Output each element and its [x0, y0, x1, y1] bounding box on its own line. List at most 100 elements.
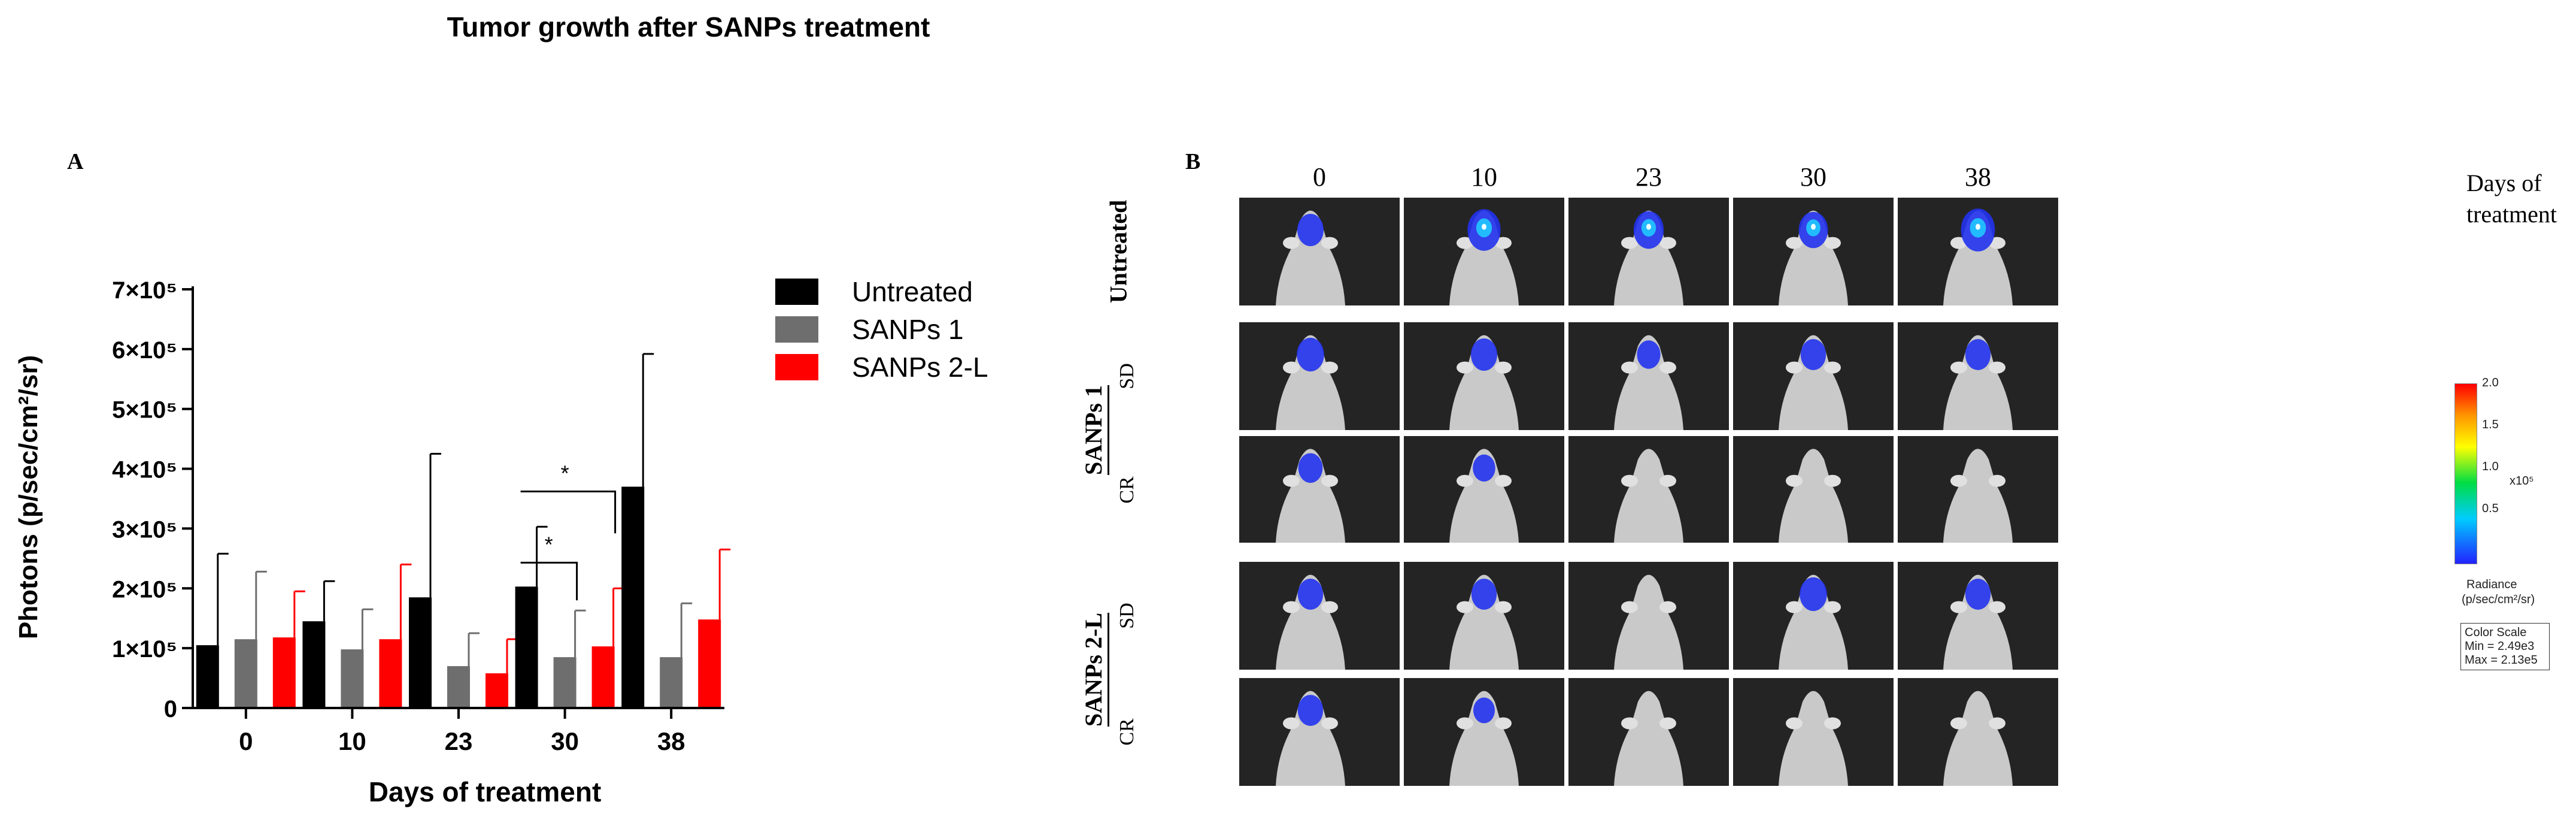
mouse-ear [1321, 361, 1338, 374]
mouse-ear [1950, 717, 1967, 730]
column-label: 23 [1636, 162, 1662, 192]
mouse-body [1614, 335, 1683, 430]
color-scale-unit-2: (p/sec/cm²/sr) [2462, 593, 2535, 606]
mouse-ear [1495, 361, 1512, 374]
mouse-image [1614, 449, 1683, 543]
legend-item: Untreated [775, 273, 988, 310]
legend-swatch [775, 316, 818, 343]
mouse-body [1449, 574, 1519, 670]
x-tick-label: 38 [657, 727, 685, 755]
legend: Untreated SANPs 1 SANPs 2-L [775, 273, 988, 386]
legend-swatch [775, 278, 818, 305]
signal-peak [1811, 223, 1816, 230]
mouse-ear [1283, 361, 1300, 374]
legend-label: Untreated [852, 276, 973, 307]
y-tick-label: 5×10⁵ [112, 397, 177, 423]
mouse-image [1614, 574, 1683, 670]
mouse-ear [1824, 237, 1841, 249]
color-scale-min: Min = 2.49e3 [2465, 640, 2535, 653]
mouse-ear [1283, 474, 1300, 487]
row-label-sanps2l: SANPs 2-L [1079, 612, 1109, 727]
mouse-ear [1786, 474, 1803, 487]
mouse-image [1943, 449, 2013, 543]
imaging-cell [1404, 322, 1564, 430]
bar [234, 639, 257, 708]
imaging-cell [1239, 198, 1400, 305]
mouse-image [1276, 691, 1345, 786]
imaging-cell [1239, 436, 1400, 543]
mouse-body [1276, 691, 1345, 786]
mouse-ear [1621, 237, 1638, 249]
x-tick-label: 0 [239, 727, 253, 755]
sub-label-sd: SD [1116, 363, 1138, 389]
sub-label-cr: CR [1116, 718, 1138, 746]
legend-item: SANPs 2-L [775, 348, 988, 386]
bar [591, 646, 615, 708]
mouse-ear [1283, 601, 1300, 613]
y-tick-label: 7×10⁵ [112, 277, 177, 304]
mouse-body [1614, 210, 1683, 305]
imaging-cell [1733, 678, 1894, 786]
signal-blob [1965, 339, 1991, 370]
mouse-ear [1989, 361, 2005, 374]
signal-blob [1297, 579, 1324, 610]
mouse-body [1779, 574, 1848, 670]
significance-star: * [545, 532, 553, 556]
mouse-image [1449, 335, 1519, 430]
imaging-cell [1568, 322, 1729, 430]
mouse-ear [1950, 361, 1967, 374]
mouse-body [1276, 449, 1345, 543]
color-scale-bar [2454, 383, 2477, 564]
column-label: 0 [1313, 162, 1326, 192]
mouse-image [1943, 335, 2013, 430]
mouse-image [1779, 449, 1848, 543]
significance-bracket [520, 561, 578, 601]
mouse-body [1943, 691, 2013, 786]
mouse-body [1449, 335, 1519, 430]
y-axis-label: Photons (p/sec/cm²/sr) [14, 355, 43, 639]
imaging-cell [1239, 678, 1400, 786]
mouse-ear [1457, 474, 1473, 487]
imaging-cell [1404, 562, 1564, 670]
mouse-image [1276, 449, 1345, 543]
mouse-image [1276, 210, 1345, 305]
signal-blob [1298, 453, 1323, 483]
color-scale-tick: 1.5 [2482, 418, 2499, 431]
mouse-ear [1457, 601, 1473, 613]
column-label: 10 [1471, 162, 1497, 192]
mouse-body [1779, 335, 1848, 430]
bar [621, 486, 645, 708]
mouse-image [1943, 208, 2013, 305]
bar-chart: 0 1×10⁵ 2×10⁵ 3×10⁵ 4×10⁵ 5×10⁵ 6×10⁵ 7×10⁵ 0 10 2… [14, 277, 731, 807]
mouse-ear [1495, 601, 1512, 613]
color-scale-exponent: x10⁵ [2510, 474, 2534, 488]
signal-blob [1637, 340, 1661, 369]
mouse-image [1614, 691, 1683, 786]
color-scale-tick: 1.0 [2482, 460, 2499, 473]
imaging-cell [1898, 198, 2058, 305]
signal-blob [1473, 697, 1495, 724]
legend-label: SANPs 1 [852, 313, 964, 345]
signal-blob [1965, 579, 1991, 610]
signal-peak [1646, 223, 1651, 230]
mouse-image [1943, 574, 2013, 670]
legend-swatch [775, 353, 818, 380]
mouse-ear [1321, 474, 1338, 487]
mouse-ear [1989, 717, 2005, 730]
mouse-image [1449, 449, 1519, 543]
bar [515, 586, 538, 708]
mouse-body [1943, 210, 2013, 305]
signal-blob [1297, 695, 1324, 726]
x-tick-label: 30 [551, 727, 579, 755]
mouse-body [1614, 449, 1683, 543]
y-tick-label: 2×10⁵ [112, 576, 177, 603]
bar [302, 621, 326, 708]
bar [486, 673, 508, 708]
significance-bracket [520, 491, 617, 534]
mouse-ear [1457, 361, 1473, 374]
mouse-ear [1950, 601, 1967, 613]
legend-item: SANPs 1 [775, 310, 988, 348]
mouse-ear [1283, 237, 1300, 249]
mouse-image [1614, 335, 1683, 430]
color-scale-box-title: Color Scale [2465, 626, 2527, 639]
